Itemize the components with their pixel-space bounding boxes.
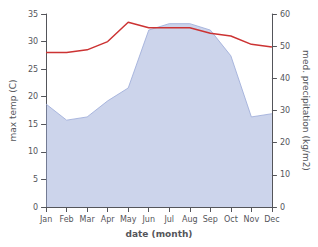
svg-text:Sep: Sep xyxy=(203,215,218,224)
svg-text:25: 25 xyxy=(28,65,38,74)
svg-text:Nov: Nov xyxy=(244,215,260,224)
svg-text:30: 30 xyxy=(28,37,38,46)
svg-text:10: 10 xyxy=(28,147,38,156)
svg-text:50: 50 xyxy=(280,42,290,51)
svg-text:Dec: Dec xyxy=(264,215,279,224)
svg-text:30: 30 xyxy=(280,106,290,115)
svg-text:5: 5 xyxy=(33,175,38,184)
svg-text:60: 60 xyxy=(280,10,290,19)
svg-text:15: 15 xyxy=(28,120,38,129)
svg-text:Feb: Feb xyxy=(60,215,74,224)
svg-text:Jan: Jan xyxy=(39,215,52,224)
svg-text:20: 20 xyxy=(280,138,290,147)
svg-text:Apr: Apr xyxy=(101,215,116,224)
svg-text:max temp (C): max temp (C) xyxy=(8,79,18,141)
svg-text:Aug: Aug xyxy=(182,215,198,224)
svg-text:med. precipitation (kg/m2): med. precipitation (kg/m2) xyxy=(301,50,311,171)
svg-text:20: 20 xyxy=(28,92,38,101)
svg-text:10: 10 xyxy=(280,170,290,179)
svg-text:0: 0 xyxy=(280,203,285,212)
svg-text:Jun: Jun xyxy=(141,215,155,224)
svg-text:35: 35 xyxy=(28,10,38,19)
svg-text:Mar: Mar xyxy=(80,215,96,224)
svg-text:date (month): date (month) xyxy=(126,229,193,239)
svg-text:Oct: Oct xyxy=(224,215,238,224)
svg-text:May: May xyxy=(120,215,137,224)
svg-text:Jul: Jul xyxy=(163,215,174,224)
svg-text:0: 0 xyxy=(33,203,38,212)
svg-text:40: 40 xyxy=(280,74,290,83)
